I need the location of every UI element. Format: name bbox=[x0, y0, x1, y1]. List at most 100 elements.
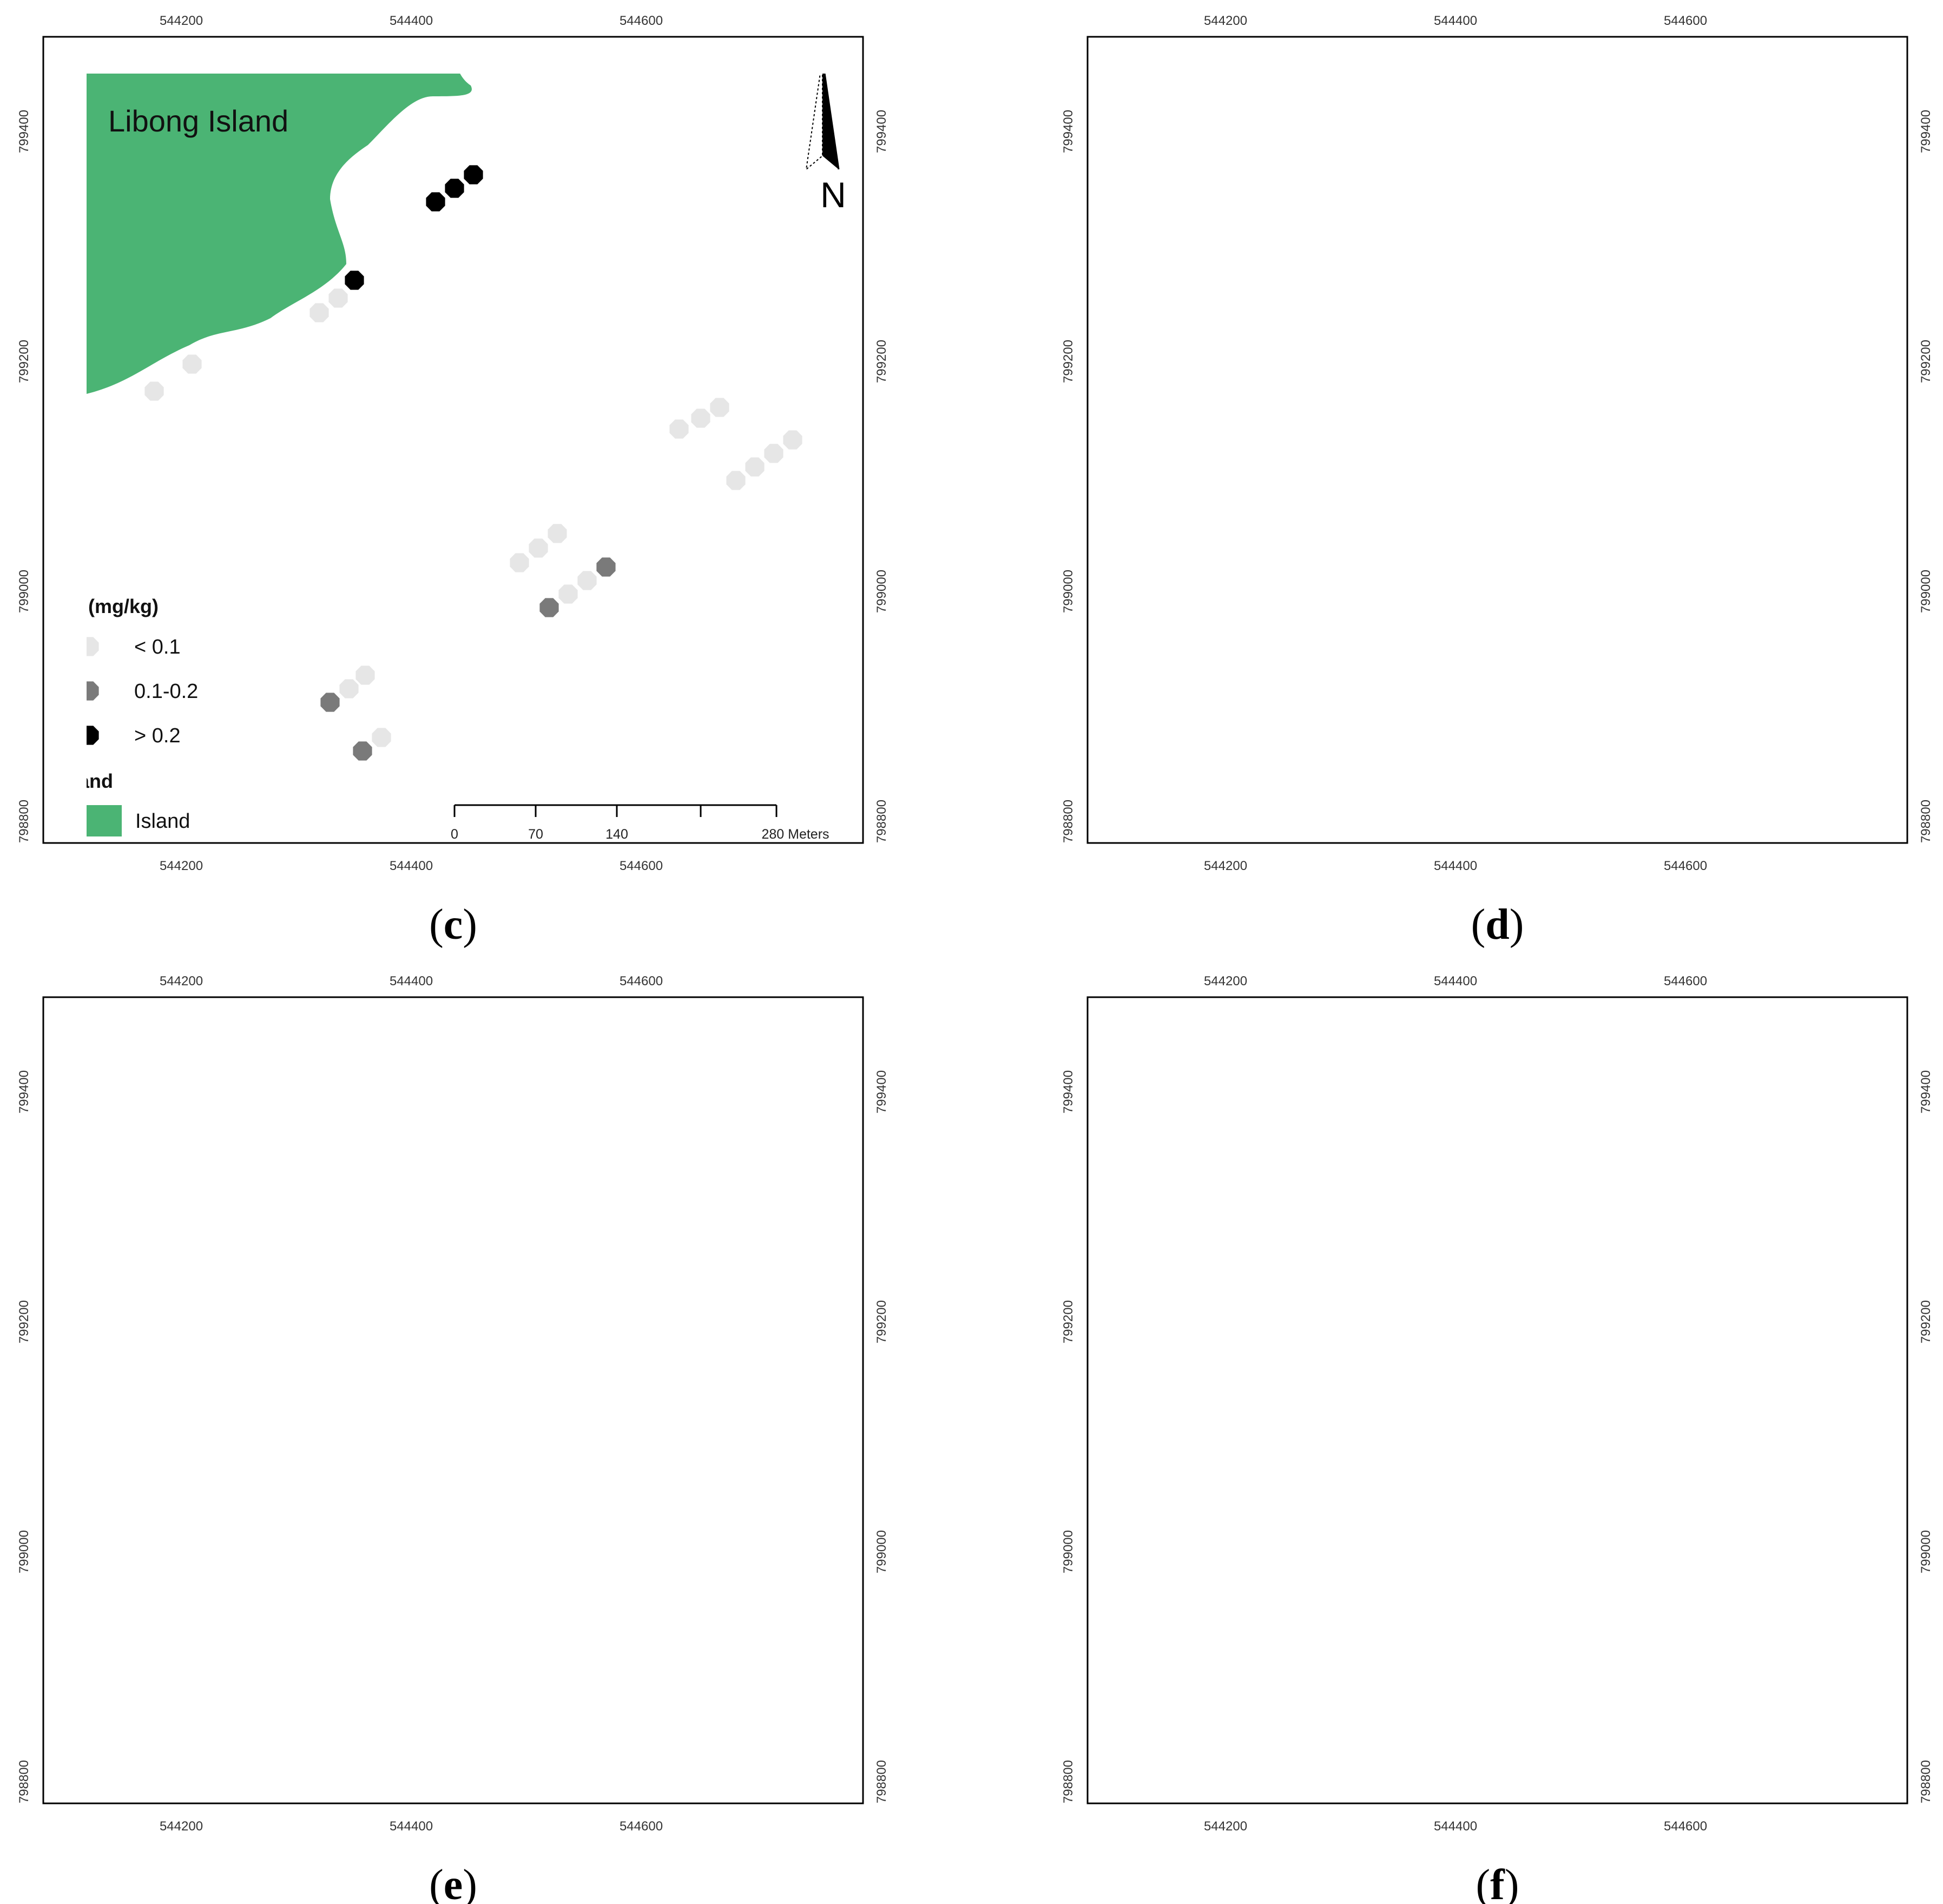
legend-class-label: 1.5-3.0 bbox=[1178, 680, 1242, 703]
scale-label: 0 bbox=[451, 1787, 458, 1802]
sample-point-low bbox=[1641, 557, 1659, 576]
y-tick-right-label: 799400 bbox=[1919, 1070, 1933, 1114]
sample-point-mid bbox=[1554, 1513, 1573, 1532]
y-tick-right-label: 799400 bbox=[874, 110, 889, 153]
sample-point-high bbox=[548, 1484, 567, 1503]
x-tick-top-label: 544600 bbox=[1664, 14, 1707, 28]
sample-point-low bbox=[783, 430, 802, 450]
sample-point-mid bbox=[1603, 1545, 1622, 1564]
x-tick-bottom-label: 544600 bbox=[1664, 859, 1707, 873]
island-shape-north bbox=[652, 37, 717, 53]
sample-point-mid bbox=[163, 1328, 182, 1347]
sample-point-mid bbox=[426, 1675, 445, 1694]
sample-point-low bbox=[1714, 1380, 1733, 1399]
sample-point-low bbox=[339, 679, 359, 699]
map-frame bbox=[1086, 996, 1908, 1804]
sample-point-low bbox=[1508, 1125, 1527, 1144]
island-shape-north bbox=[1696, 997, 1761, 1013]
y-tick-left-label: 799400 bbox=[1061, 1070, 1076, 1114]
legend-class-label: < 2.5 bbox=[1178, 1596, 1225, 1619]
y-tick-right-label: 799200 bbox=[1919, 340, 1933, 383]
sample-point-low bbox=[558, 1545, 577, 1564]
island-legend-label: Island bbox=[135, 810, 190, 833]
y-tick-left-label: 798800 bbox=[17, 1760, 31, 1803]
legend-title: Pb (mg/kg) bbox=[1101, 595, 1202, 617]
sample-point-mid bbox=[596, 557, 616, 577]
island-legend-label: Island bbox=[135, 1770, 190, 1793]
legend-swatch-mid bbox=[80, 1642, 98, 1661]
sample-point-high bbox=[1611, 1472, 1630, 1491]
sample-point-low bbox=[1402, 1626, 1421, 1645]
legend-swatch-mid bbox=[1124, 681, 1143, 700]
map-panel-e: 544200 544400 544600 544200 544400 544600 7994… bbox=[17, 974, 889, 1904]
scale-label: 140 bbox=[605, 827, 628, 842]
y-tick-right-label: 799000 bbox=[1919, 570, 1933, 613]
scale-bar: 0 70 140 280 Meters bbox=[451, 1765, 829, 1802]
legend-class-label: 0.1-0.2 bbox=[134, 680, 198, 703]
x-tick-bottom-label: 544200 bbox=[1204, 1819, 1247, 1834]
y-tick-right-label: 799000 bbox=[874, 570, 889, 613]
y-tick-left-label: 799200 bbox=[17, 340, 31, 383]
x-tick-bottom-label: 544400 bbox=[1434, 1819, 1477, 1834]
sample-point-mid bbox=[377, 1612, 396, 1631]
sample-point-low bbox=[567, 1472, 585, 1491]
sample-point-low bbox=[1735, 409, 1754, 427]
legend-class-label: > 5.0 bbox=[1178, 1685, 1225, 1708]
sample-point-low bbox=[1373, 288, 1392, 307]
sample-point-low bbox=[1421, 1612, 1440, 1631]
sample-point-mid bbox=[783, 1404, 802, 1423]
x-tick-top-label: 544400 bbox=[1434, 14, 1477, 28]
sample-point-low bbox=[510, 553, 529, 572]
sample-point-low bbox=[1808, 444, 1827, 463]
sample-point-low bbox=[1208, 368, 1227, 387]
sample-point-high bbox=[345, 271, 364, 290]
island-legend-title: Island bbox=[1101, 770, 1157, 792]
scale-label: 280 Meters bbox=[1806, 827, 1873, 842]
north-arrow-icon: N bbox=[1850, 58, 1891, 215]
y-tick-right-label: 799200 bbox=[1919, 1300, 1933, 1343]
sample-point-mid bbox=[529, 1499, 548, 1518]
sample-point-low bbox=[1754, 1358, 1773, 1377]
sample-point-low bbox=[1611, 511, 1630, 530]
sample-point-low bbox=[764, 444, 783, 463]
panel-caption: (d) bbox=[1471, 901, 1524, 948]
sample-point-low bbox=[1714, 419, 1733, 438]
scale-label: 0 bbox=[1495, 1787, 1503, 1802]
sample-point-mid bbox=[464, 1125, 483, 1144]
island-name-label: Libong Island bbox=[1152, 104, 1333, 138]
sample-point-low bbox=[1419, 728, 1438, 747]
y-tick-right-label: 799200 bbox=[874, 1300, 889, 1343]
sample-point-low bbox=[1470, 192, 1489, 211]
legend-title: Co (mg/kg) bbox=[57, 595, 159, 617]
island-shape bbox=[1088, 997, 1516, 1376]
sample-point-low bbox=[1603, 584, 1622, 603]
x-tick-bottom-label: 544400 bbox=[390, 859, 433, 873]
y-tick-right-label: 799200 bbox=[874, 340, 889, 383]
y-tick-left-label: 799200 bbox=[1061, 340, 1076, 383]
island-legend-title: Island bbox=[1101, 1730, 1157, 1753]
y-tick-right-label: 799000 bbox=[874, 1530, 889, 1573]
sample-point-low bbox=[1354, 1263, 1373, 1282]
x-tick-top-label: 544600 bbox=[620, 974, 663, 989]
scale-bar: 0 70 140 280 Meters bbox=[451, 804, 829, 842]
sample-point-low bbox=[691, 409, 710, 428]
x-tick-top-label: 544200 bbox=[160, 14, 203, 28]
north-label: N bbox=[820, 175, 846, 215]
legend-swatch-low bbox=[80, 1597, 98, 1616]
scale-label: 70 bbox=[1572, 827, 1588, 842]
sample-point-low bbox=[577, 1531, 596, 1550]
sample-point-low bbox=[1365, 1653, 1384, 1672]
sample-point-mid bbox=[669, 1380, 688, 1399]
legend-swatch-high bbox=[80, 1686, 98, 1705]
y-tick-left-label: 799200 bbox=[17, 1300, 31, 1343]
map-panel-d: 544200 544400 544600 544200 544400 544600 7994… bbox=[1061, 14, 1933, 948]
map-panel-f: 544200 544400 544600 544200 544400 544600 7994… bbox=[1061, 974, 1933, 1904]
sample-point-low bbox=[355, 666, 375, 685]
sample-point-low bbox=[1641, 1518, 1659, 1537]
island-legend-swatch bbox=[87, 805, 122, 836]
legend-class-label: > 50 bbox=[134, 1685, 175, 1708]
sample-point-mid bbox=[1622, 571, 1641, 590]
panel-caption: (f) bbox=[1476, 1861, 1519, 1904]
scale-label: 70 bbox=[1572, 1787, 1588, 1802]
